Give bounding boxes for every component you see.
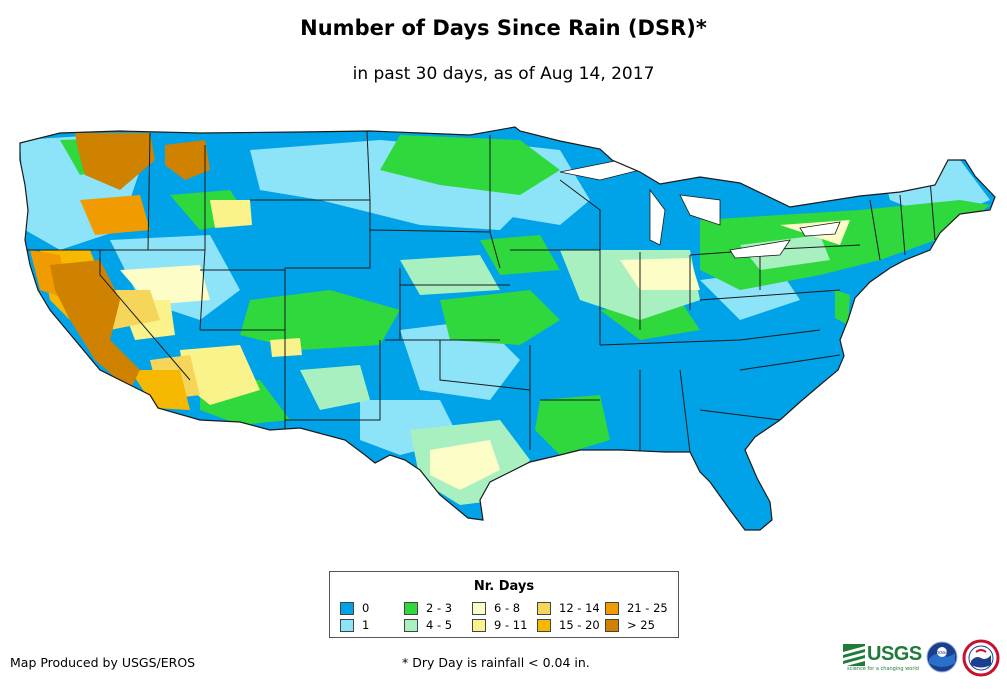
legend-title: Nr. Days	[473, 579, 535, 594]
map-title: Number of Days Since Rain (DSR)*	[300, 16, 707, 40]
legend-swatch	[605, 618, 619, 632]
credit-text: Map Produced by USGS/EROS	[10, 655, 196, 670]
legend-item-7: 15 - 20	[537, 618, 600, 632]
legend-swatch	[472, 601, 486, 615]
usgs-wave-icon	[843, 643, 865, 666]
legend-item-4: 6 - 8	[472, 601, 520, 615]
legend-box: Nr. Days 0 1 2 - 3 4 - 5 6 - 8 9 - 11 12…	[329, 571, 679, 638]
legend-label: 12 - 14	[559, 601, 600, 615]
legend-swatch	[404, 601, 418, 615]
usgs-logo: USGS	[843, 643, 922, 666]
legend-item-5: 9 - 11	[472, 618, 527, 632]
legend-label: 6 - 8	[494, 601, 521, 615]
legend-item-1: 1	[340, 618, 369, 632]
legend-label: > 25	[627, 618, 655, 632]
legend-label: 15 - 20	[559, 618, 600, 632]
legend-swatch	[537, 618, 551, 632]
legend-label: 0	[362, 601, 370, 615]
legend-label: 4 - 5	[426, 618, 453, 632]
noaa-logo-text: noaa	[936, 650, 948, 656]
legend-label: 9 - 11	[494, 618, 528, 632]
legend-item-3: 4 - 5	[404, 618, 452, 632]
legend-item-6: 12 - 14	[537, 601, 600, 615]
usgs-tagline: science for a changing world	[847, 666, 919, 672]
dry-day-note: * Dry Day is rainfall < 0.04 in.	[402, 655, 590, 670]
legend-swatch	[472, 618, 486, 632]
legend-item-0: 0	[340, 601, 369, 615]
legend-swatch	[404, 618, 418, 632]
legend-item-2: 2 - 3	[404, 601, 452, 615]
nws-logo	[962, 639, 1000, 677]
legend-swatch	[605, 601, 619, 615]
legend-swatch	[537, 601, 551, 615]
us-dsr-map	[19, 126, 996, 531]
legend-label: 2 - 3	[426, 601, 453, 615]
legend-swatch	[340, 618, 354, 632]
usgs-logo-text: USGS	[867, 643, 922, 665]
legend-label: 21 - 25	[627, 601, 668, 615]
legend-item-8: 21 - 25	[605, 601, 668, 615]
noaa-logo: noaa	[926, 641, 958, 673]
legend-label: 1	[362, 618, 370, 632]
legend-item-9: > 25	[605, 618, 655, 632]
map-subtitle: in past 30 days, as of Aug 14, 2017	[352, 64, 655, 84]
legend-swatch	[340, 601, 354, 615]
